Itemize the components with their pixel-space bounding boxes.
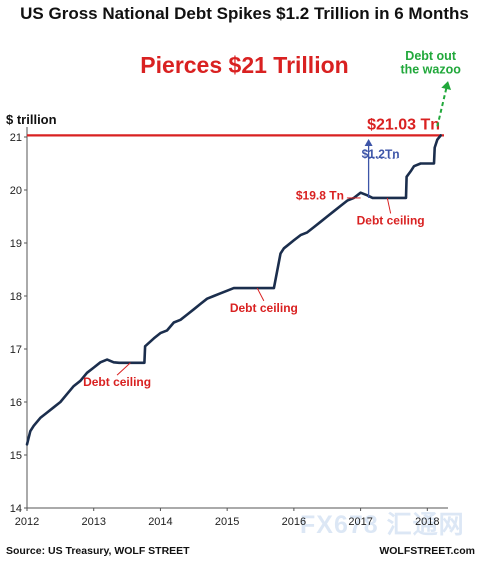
y-tick-label: 20 — [10, 185, 22, 197]
debt-ceiling-label: Debt ceiling — [230, 301, 298, 315]
value-19-8-label: $19.8 Tn — [296, 189, 344, 203]
x-tick-label: 2017 — [348, 516, 372, 528]
debt-ceiling-pointer — [256, 287, 265, 302]
brand-credit: WOLFSTREET.com — [379, 545, 475, 557]
x-tick-label: 2015 — [215, 516, 239, 528]
debt-ceiling-label: Debt ceiling — [357, 213, 425, 227]
tick-labels: 14 15 16 17 18 19 20 21 2012 2013 2014 2015 2016 2017… — [10, 132, 440, 528]
callout-line-1: Debt out — [405, 49, 457, 63]
x-tick-label: 2018 — [415, 516, 439, 528]
x-tick-label: 2013 — [81, 516, 105, 528]
x-tick-label: 2016 — [282, 516, 306, 528]
y-tick-label: 21 — [10, 132, 22, 144]
debt-ceiling-label: Debt ceiling — [83, 375, 151, 389]
y-tick-label: 14 — [10, 503, 22, 515]
series-layer — [25, 134, 443, 446]
debt-series-line — [25, 134, 443, 446]
annotations: Debt ceiling Debt ceiling Debt ceiling $19.… — [83, 49, 461, 389]
y-tick-label: 17 — [10, 344, 22, 356]
wazoo-arrow-shaft — [436, 83, 449, 127]
y-tick-label: 15 — [10, 450, 22, 462]
x-tick-label: 2014 — [148, 516, 172, 528]
callout-line-2: the wazoo — [400, 62, 461, 76]
x-tick-label: 2012 — [15, 516, 39, 528]
y-tick-label: 16 — [10, 397, 22, 409]
chart-title: US Gross National Debt Spikes $1.2 Trill… — [20, 4, 469, 23]
reference-line-label: $21.03 Tn — [367, 116, 440, 133]
chart-subtitle: Pierces $21 Trillion — [140, 52, 349, 78]
source-note: Source: US Treasury, WOLF STREET — [6, 545, 190, 557]
y-tick-label: 18 — [10, 291, 22, 303]
reference-line: $21.03 Tn — [27, 116, 444, 137]
axes — [26, 127, 448, 509]
wazoo-arrow-head — [441, 81, 452, 91]
y-tick-label: 19 — [10, 238, 22, 250]
watermark: FX678 汇通网 — [300, 511, 465, 539]
span-1-2-label: $1.2Tn — [362, 147, 400, 161]
debt-ceiling-pointer — [386, 197, 392, 214]
debt-ceiling-pointer — [116, 362, 131, 376]
y-axis-unit-label: $ trillion — [6, 112, 57, 127]
span-arrow-head — [364, 139, 373, 146]
